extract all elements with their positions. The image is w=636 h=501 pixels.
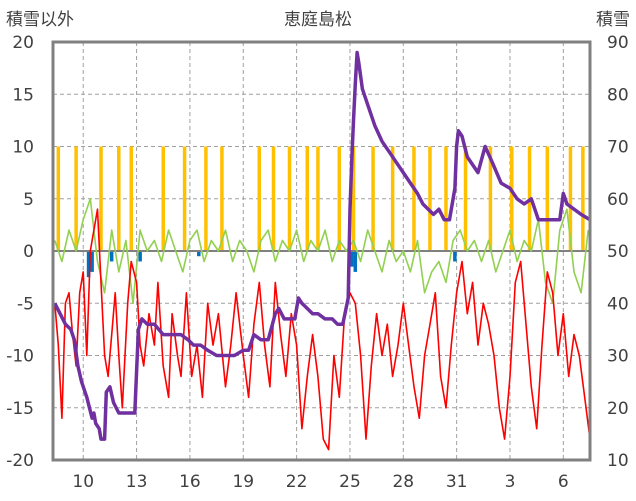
y-left-tick-label: -15 bbox=[6, 399, 34, 419]
positive-bar bbox=[161, 146, 165, 251]
positive-bar bbox=[305, 146, 310, 251]
positive-bar bbox=[204, 146, 208, 251]
negative-bar bbox=[197, 251, 201, 257]
y-right-tick-label: 30 bbox=[607, 347, 629, 367]
x-ticks: 10 13 16 19 22 25 28 31 3 6 bbox=[72, 472, 568, 492]
series-line bbox=[54, 208, 591, 451]
chart-title: 恵庭島松 bbox=[284, 10, 352, 30]
positive-bar bbox=[220, 146, 224, 251]
positive-bar bbox=[428, 146, 432, 251]
y-left-tick-label: -5 bbox=[17, 294, 34, 314]
positive-bar bbox=[351, 146, 356, 251]
x-tick-label: 16 bbox=[179, 472, 201, 492]
positive-bar bbox=[99, 146, 103, 251]
series-layer bbox=[53, 50, 591, 451]
y-left-tick-label: 5 bbox=[23, 190, 34, 210]
y-left-ticks: 20 15 10 5 0 -5 -10 -15 -20 bbox=[6, 33, 34, 471]
y-right-tick-label: 50 bbox=[607, 242, 629, 262]
negative-bar bbox=[86, 251, 91, 278]
plot-frame bbox=[51, 40, 592, 462]
negative-bar bbox=[138, 251, 142, 262]
y-right-tick-label: 60 bbox=[607, 190, 629, 210]
y-right-tick-label: 20 bbox=[607, 399, 629, 419]
series-line bbox=[54, 198, 589, 305]
y-left-tick-label: -20 bbox=[6, 451, 34, 471]
positive-bar bbox=[271, 146, 276, 251]
y-right-tick-label: 90 bbox=[607, 33, 629, 53]
positive-bar bbox=[316, 146, 320, 251]
y-left-tick-label: 15 bbox=[12, 85, 34, 105]
positive-bar bbox=[74, 146, 78, 251]
positive-bar bbox=[463, 146, 468, 251]
x-tick-label: 19 bbox=[232, 472, 254, 492]
negative-bar bbox=[453, 251, 457, 262]
y-right-tick-label: 10 bbox=[607, 451, 629, 471]
y-left-tick-label: -10 bbox=[6, 347, 34, 367]
positive-bar bbox=[581, 146, 585, 251]
negative-bar bbox=[109, 251, 114, 262]
y-left-tick-label: 10 bbox=[12, 138, 34, 158]
x-tick-label: 10 bbox=[72, 472, 94, 492]
y-left-tick-label: 20 bbox=[12, 33, 34, 53]
negative-bar bbox=[353, 251, 358, 272]
positive-bar bbox=[337, 146, 342, 251]
positive-bar bbox=[444, 146, 448, 251]
snow-depth-line bbox=[53, 50, 591, 441]
positive-bar bbox=[182, 146, 187, 251]
positive-bar bbox=[390, 146, 395, 251]
positive-bar bbox=[568, 146, 573, 251]
positive-bar bbox=[545, 146, 550, 251]
negative-bar bbox=[90, 251, 94, 272]
y-right-tick-label: 80 bbox=[607, 85, 629, 105]
y-right-tick-label: 40 bbox=[607, 294, 629, 314]
y-right-tick-label: 70 bbox=[607, 138, 629, 158]
y-left-tick-label: 0 bbox=[23, 242, 34, 262]
positive-bar bbox=[129, 146, 133, 251]
negative-bar bbox=[349, 251, 354, 267]
y-right-ticks: 90 80 70 60 50 40 30 20 10 bbox=[607, 33, 629, 471]
x-tick-label: 28 bbox=[392, 472, 414, 492]
bars-layer bbox=[56, 146, 585, 278]
positive-bar bbox=[287, 146, 292, 251]
positive-bar bbox=[117, 146, 121, 251]
positive-bar bbox=[488, 146, 493, 251]
positive-bar bbox=[257, 146, 262, 251]
x-tick-label: 13 bbox=[126, 472, 148, 492]
y-left-axis-label: 積雪以外 bbox=[6, 10, 74, 30]
x-tick-label: 6 bbox=[558, 472, 569, 492]
x-tick-label: 31 bbox=[446, 472, 468, 492]
x-tick-label: 22 bbox=[286, 472, 308, 492]
y-right-axis-label: 積雪 bbox=[596, 10, 630, 30]
x-tick-label: 3 bbox=[505, 472, 516, 492]
positive-bar bbox=[412, 146, 416, 251]
positive-bar bbox=[510, 146, 514, 251]
x-tick-label: 25 bbox=[339, 472, 361, 492]
positive-bar bbox=[371, 146, 375, 251]
positive-bar bbox=[56, 146, 61, 251]
